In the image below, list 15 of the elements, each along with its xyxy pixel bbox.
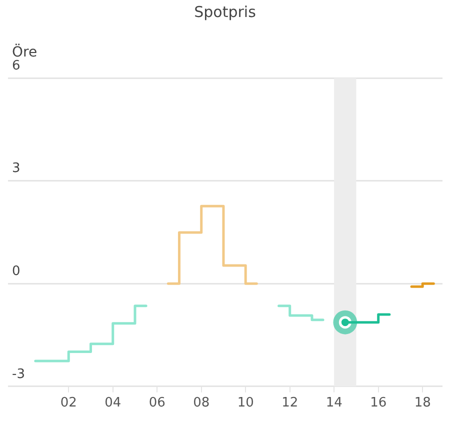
x-tick-label: 08 — [193, 396, 210, 411]
x-tick-label: 14 — [326, 396, 342, 411]
y-tick-label: 6 — [12, 58, 20, 74]
x-tick-label: 04 — [104, 396, 122, 411]
y-tick-label: -3 — [12, 366, 25, 382]
chart-title: Spotpris — [194, 2, 256, 21]
x-tick-label: 16 — [370, 396, 387, 411]
y-tick-label: 3 — [12, 161, 20, 176]
x-tick-label: 18 — [414, 396, 431, 411]
y-axis-title: Öre — [12, 44, 38, 61]
x-tick-label: 06 — [148, 396, 166, 411]
x-tick-label: 02 — [60, 396, 77, 411]
x-tick-label: 12 — [282, 396, 298, 411]
x-tick-label: 10 — [237, 396, 254, 411]
y-tick-label: 0 — [12, 264, 20, 279]
